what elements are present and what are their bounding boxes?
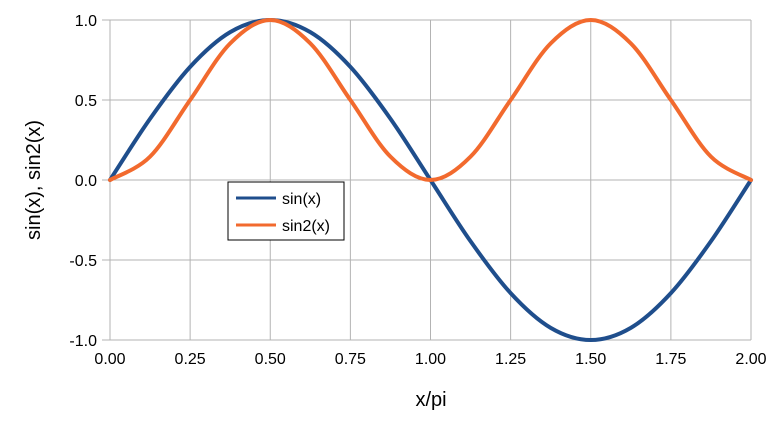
x-tick-label: 0.25 <box>175 351 206 368</box>
x-tick-label: 0.00 <box>94 351 125 368</box>
x-tick-label: 0.50 <box>255 351 286 368</box>
legend-box <box>227 181 345 241</box>
x-tick-label: 1.25 <box>495 351 526 368</box>
y-axis-tick-labels: 1.0 0.5 0.0 -0.5 -1.0 <box>69 13 97 350</box>
y-axis-label: sin(x), sin2(x) <box>23 120 45 240</box>
x-axis-label: x/pi <box>415 389 446 411</box>
x-tick-label: 1.50 <box>575 351 606 368</box>
x-tick-label: 1.00 <box>415 351 446 368</box>
series-lines <box>108 18 753 342</box>
series-line-sin2 <box>108 18 753 182</box>
y-tick-label: -0.5 <box>69 253 97 270</box>
legend: sin(x) sin2(x) <box>227 181 345 241</box>
y-tick-label: -1.0 <box>69 333 97 350</box>
x-tick-label: 1.75 <box>655 351 686 368</box>
legend-label-sin: sin(x) <box>282 191 321 208</box>
y-tick-label: 1.0 <box>75 13 97 30</box>
x-tick-label: 2.00 <box>735 351 766 368</box>
x-tick-label: 0.75 <box>335 351 366 368</box>
grid-horizontal-lines <box>102 19 751 341</box>
y-tick-label: 0.5 <box>75 93 97 110</box>
legend-label-sin2: sin2(x) <box>282 218 330 235</box>
x-axis-tick-labels: 0.00 0.25 0.50 0.75 1.00 1.25 1.50 1.75 2.00 <box>94 351 766 368</box>
y-tick-label: 0.0 <box>75 173 97 190</box>
